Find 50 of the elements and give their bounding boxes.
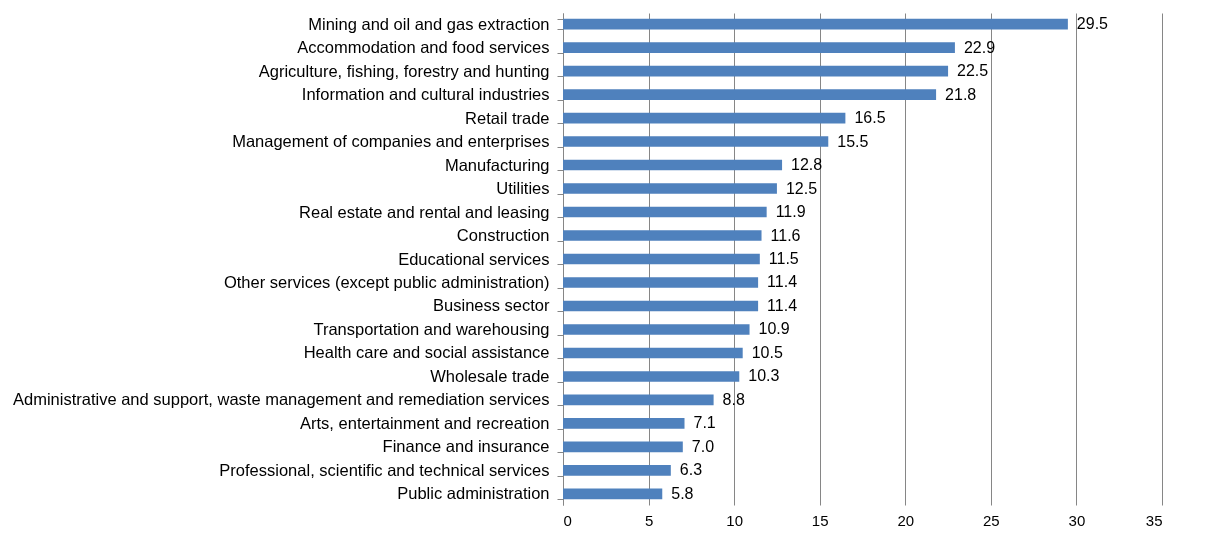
y-tick-label: Retail trade <box>465 108 550 127</box>
x-tick-label: 0 <box>563 511 572 529</box>
data-label: 7.0 <box>691 437 715 455</box>
data-label: 16.5 <box>854 109 886 127</box>
y-tick-label: Manufacturing <box>444 155 550 174</box>
y-tick-label: Administrative and support, waste management and remediation services <box>12 390 550 409</box>
y-tick-label: Construction <box>456 226 550 245</box>
y-tick-label: Public administration <box>397 484 550 503</box>
data-label: 22.9 <box>963 38 996 56</box>
y-tick-label: Mining and oil and gas extraction <box>308 14 550 33</box>
y-tick-label: Professional, scientific and technical services <box>219 460 550 479</box>
x-tick-label: 35 <box>1145 511 1163 529</box>
data-label: 10.3 <box>748 367 780 385</box>
y-tick-label: Transportation and warehousing <box>313 319 550 338</box>
data-label: 15.5 <box>837 132 869 150</box>
y-tick-label: Real estate and rental and leasing <box>299 202 550 221</box>
x-tick-label: 5 <box>644 511 654 529</box>
y-tick-label: Health care and social assistance <box>303 343 550 362</box>
y-tick-label: Utilities <box>496 179 550 198</box>
data-label: 11.4 <box>767 296 798 314</box>
data-label: 21.8 <box>945 85 977 103</box>
y-tick-label: Finance and insurance <box>382 437 550 456</box>
y-tick-label: Agriculture, fishing, forestry and hunting <box>258 61 550 80</box>
data-label: 6.3 <box>679 461 703 479</box>
y-tick-label: Wholesale trade <box>430 366 550 385</box>
data-label: 5.8 <box>671 484 694 502</box>
x-tick-label: 15 <box>811 511 829 529</box>
data-label: 10.9 <box>758 320 790 338</box>
x-tick-label: 20 <box>897 511 915 529</box>
x-tick-label: 10 <box>726 511 743 529</box>
y-tick-label: Information and cultural industries <box>301 85 550 104</box>
data-label: 7.1 <box>693 414 716 432</box>
x-tick-label: 25 <box>983 511 1000 529</box>
data-label: 11.9 <box>775 203 806 221</box>
data-label: 10.5 <box>751 343 783 361</box>
x-tick-label: 30 <box>1068 511 1086 529</box>
data-label: 12.5 <box>785 179 818 197</box>
y-tick-label: Accommodation and food services <box>297 38 550 57</box>
data-label: 22.5 <box>957 62 989 80</box>
y-tick-label: Educational services <box>398 249 550 268</box>
y-tick-label: Arts, entertainment and recreation <box>300 413 550 432</box>
y-tick-label: Management of companies and enterprises <box>232 132 550 151</box>
data-label: 8.8 <box>722 390 745 408</box>
data-label: 29.5 <box>1076 15 1109 33</box>
data-label: 11.5 <box>768 250 799 267</box>
data-label: 12.8 <box>791 156 823 174</box>
y-tick-label: Business sector <box>433 296 550 315</box>
data-label: 11.4 <box>767 273 798 291</box>
data-label: 11.6 <box>770 226 801 244</box>
y-tick-label: Other services (except public administration) <box>223 272 550 291</box>
